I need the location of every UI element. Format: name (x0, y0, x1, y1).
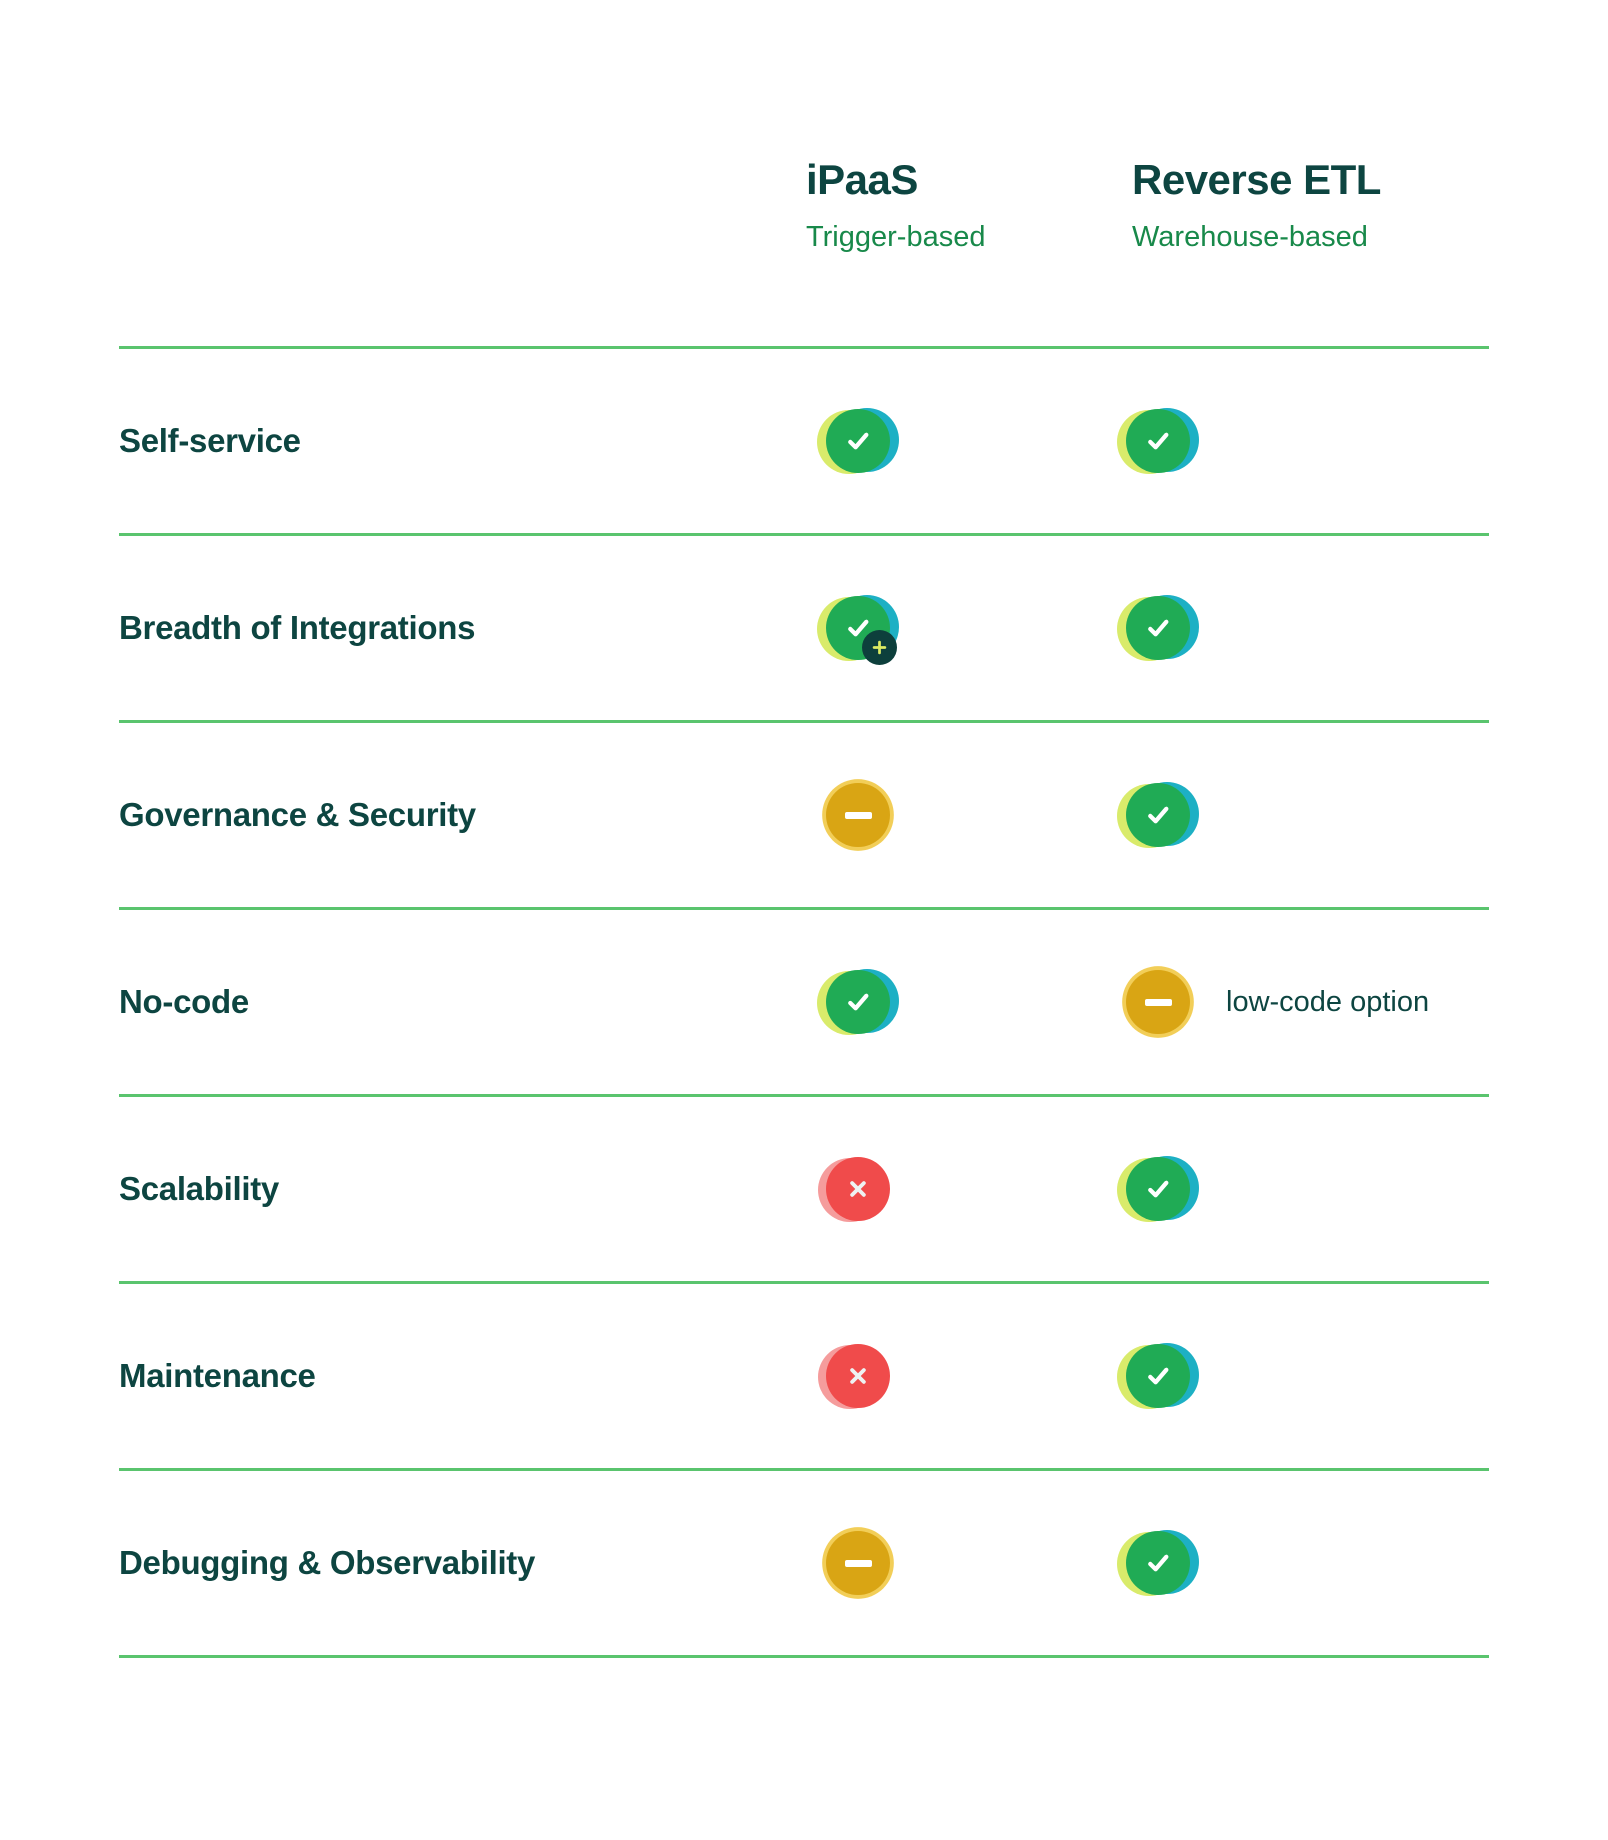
cell-reverse-etl (1117, 1530, 1489, 1596)
plus-badge-icon (862, 630, 897, 665)
dash-icon (1122, 966, 1194, 1038)
cell-ipaas (794, 1527, 1124, 1599)
row-label: Debugging & Observability (119, 1544, 536, 1581)
comparison-rows: Self-service Breadth of Integrations Gover… (119, 346, 1489, 1658)
cell-reverse-etl: low-code option (1122, 966, 1489, 1038)
column-title: iPaaS (806, 156, 918, 203)
cell-reverse-etl (1117, 595, 1489, 661)
checkmark-glyph (1126, 1344, 1190, 1408)
table-row: Governance & Security (119, 720, 1489, 907)
check-icon (1117, 1530, 1199, 1596)
dash-icon (822, 1527, 894, 1599)
table-row: Debugging & Observability (119, 1468, 1489, 1655)
row-label: No-code (119, 983, 249, 1020)
checkmark-glyph (1126, 1157, 1190, 1221)
column-header-ipaas: iPaaS Trigger-based (806, 159, 1124, 346)
cell-reverse-etl (1117, 408, 1489, 474)
checkmark-glyph (826, 409, 890, 473)
column-subtitle: Warehouse-based (1132, 221, 1368, 253)
dash-icon (822, 779, 894, 851)
table-row: No-code low-code option (119, 907, 1489, 1094)
cross-icon (818, 1157, 890, 1222)
cell-ipaas (794, 779, 1124, 851)
dash-bar (844, 811, 872, 819)
dash-bar (1144, 998, 1172, 1006)
table-row: Maintenance (119, 1281, 1489, 1468)
cell-ipaas (794, 969, 1124, 1035)
row-label: Self-service (119, 422, 301, 459)
cell-ipaas (794, 1157, 1124, 1222)
dash-glyph (826, 1531, 890, 1595)
row-label: Governance & Security (119, 796, 476, 833)
table-row: Scalability (119, 1094, 1489, 1281)
dash-glyph (1126, 970, 1190, 1034)
checkmark-glyph (1126, 783, 1190, 847)
row-label: Scalability (119, 1170, 279, 1207)
row-label: Breadth of Integrations (119, 609, 476, 646)
check-icon (1117, 782, 1199, 848)
check-icon (1117, 1343, 1199, 1409)
table-row: Self-service (119, 346, 1489, 533)
cell-reverse-etl (1117, 1156, 1489, 1222)
cell-ipaas (794, 408, 1124, 474)
row-label: Maintenance (119, 1357, 316, 1394)
check-icon (1117, 595, 1199, 661)
checkmark-glyph (1126, 409, 1190, 473)
cell-note: low-code option (1226, 985, 1430, 1018)
check-icon (1117, 1156, 1199, 1222)
table-header: iPaaS Trigger-based Reverse ETL Warehous… (119, 0, 1489, 346)
dash-glyph (826, 783, 890, 847)
cross-glyph (826, 1157, 890, 1221)
cell-reverse-etl (1117, 1343, 1489, 1409)
table-row: Breadth of Integrations (119, 533, 1489, 720)
column-subtitle: Trigger-based (806, 221, 986, 253)
checkmark-glyph (1126, 1531, 1190, 1595)
checkmark-glyph (1126, 596, 1190, 660)
cell-ipaas (794, 1344, 1124, 1409)
cell-ipaas (794, 595, 1124, 665)
dash-bar (844, 1559, 872, 1567)
cell-reverse-etl (1117, 782, 1489, 848)
checkmark-glyph (826, 970, 890, 1034)
cross-icon (818, 1344, 890, 1409)
column-title: Reverse ETL (1132, 156, 1381, 203)
cross-glyph (826, 1344, 890, 1408)
check-icon (817, 969, 899, 1035)
check-plus-icon (817, 595, 899, 665)
column-header-reverse-etl: Reverse ETL Warehouse-based (1132, 159, 1489, 346)
check-icon (817, 408, 899, 474)
check-icon (1117, 408, 1199, 474)
